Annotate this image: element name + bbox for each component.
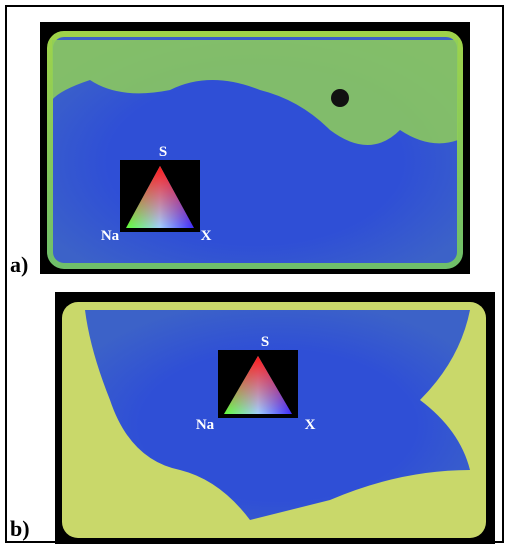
panel-b: S Na X b)	[10, 292, 495, 544]
panel-label: a)	[10, 252, 28, 277]
legend-right: X	[201, 228, 212, 244]
figure: S Na X a) S Na X b)	[0, 0, 509, 546]
void	[331, 89, 349, 107]
legend-top: S	[159, 144, 167, 160]
legend-left: Na	[196, 417, 215, 433]
legend-top: S	[261, 334, 269, 350]
panel-a: S Na X a)	[10, 22, 470, 277]
legend-right: X	[305, 417, 316, 433]
panel-label: b)	[10, 516, 30, 541]
legend-left: Na	[101, 228, 120, 244]
